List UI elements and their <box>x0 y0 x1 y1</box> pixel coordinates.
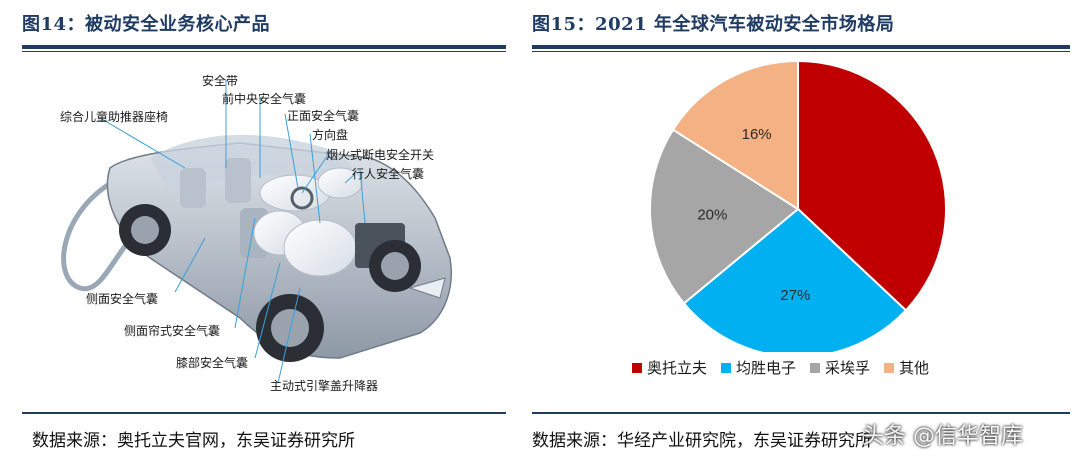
pie-data-label-1: 37% <box>862 167 892 184</box>
label-child-seat: 综合儿童助推器座椅 <box>60 110 169 124</box>
car-safety-illustration <box>61 80 452 384</box>
figure-14-source: 数据来源：奥托立夫官网，东吴证券研究所 <box>32 431 355 451</box>
legend-entry-4: 其他 <box>884 357 929 378</box>
legend-swatch <box>884 362 895 373</box>
label-front-center-airbag: 前中央安全气囊 <box>222 92 307 106</box>
source-rule <box>532 412 1070 414</box>
legend-label: 其他 <box>899 359 930 377</box>
left-figure-panel: 图14：被动安全业务核心产品 <box>0 0 524 463</box>
title-rule-thick <box>532 45 1070 49</box>
pie-chart: 37% 27% 20% 16% <box>649 59 947 352</box>
pie-slice-4 <box>671 59 799 211</box>
label-curtain-airbag: 侧面帘式安全气囊 <box>124 324 221 338</box>
pie-data-label-3: 20% <box>697 206 727 223</box>
legend-entry-2: 均胜电子 <box>721 357 796 378</box>
legend-entry-3: 采埃孚 <box>810 357 870 378</box>
label-pedestrian-airbag: 行人安全气囊 <box>352 167 425 181</box>
label-side-airbag: 侧面安全气囊 <box>86 292 159 306</box>
pie-data-label-2: 27% <box>780 287 810 304</box>
figure-15-source: 数据来源：华经产业研究院，东吴证券研究所 <box>532 431 872 451</box>
rear-seat-2 <box>225 158 251 203</box>
legend-label: 奥托立夫 <box>647 359 708 377</box>
legend-swatch <box>721 362 732 373</box>
figure-14-title: 图14：被动安全业务核心产品 <box>22 14 271 35</box>
label-steering-wheel: 方向盘 <box>312 128 349 142</box>
pie-slice-3 <box>649 128 800 305</box>
front-wheel-right-rim <box>381 252 409 280</box>
leader-lines <box>99 80 366 384</box>
label-hood-lifter: 主动式引擎盖升降器 <box>270 379 379 393</box>
right-figure-panel: 图15：2021 年全球汽车被动安全市场格局 37% 27% 20% 16% 奥托立夫… <box>528 0 1080 463</box>
pie-slice-2 <box>682 207 908 352</box>
label-frontal-airbag: 正面安全气囊 <box>287 109 360 123</box>
title-rule-thin <box>22 51 506 52</box>
legend-label: 采埃孚 <box>825 359 871 377</box>
steering-wheel-shape <box>290 186 314 210</box>
front-wheel-left-rim <box>271 309 309 347</box>
title-rule-thin <box>532 51 1070 52</box>
label-knee-airbag: 膝部安全气囊 <box>176 356 249 370</box>
watermark-text: 头条 @信华智库 <box>862 424 1023 449</box>
rear-seat <box>180 168 206 208</box>
charging-cable <box>61 175 137 292</box>
legend-swatch <box>810 362 821 373</box>
chart-legend: 奥托立夫 均胜电子 采埃孚 其他 <box>632 357 929 378</box>
legend-label: 均胜电子 <box>736 359 797 377</box>
legend-swatch <box>632 362 642 373</box>
pedestrian-airbag-shape <box>317 167 363 199</box>
rear-wheel-rim <box>131 216 159 244</box>
source-rule <box>22 412 506 414</box>
frontal-airbag-shape <box>283 219 357 277</box>
label-seatbelt: 安全带 <box>202 74 239 88</box>
pie-slice-1 <box>797 59 947 312</box>
pie-data-label-4: 16% <box>742 126 772 143</box>
headlight <box>408 277 446 299</box>
figure-15-title: 图15：2021 年全球汽车被动安全市场格局 <box>532 14 895 35</box>
legend-entry-1: 奥托立夫 <box>632 357 707 378</box>
title-rule-thick <box>22 45 506 49</box>
label-pyro-switch: 烟火式断电安全开关 <box>326 148 435 162</box>
